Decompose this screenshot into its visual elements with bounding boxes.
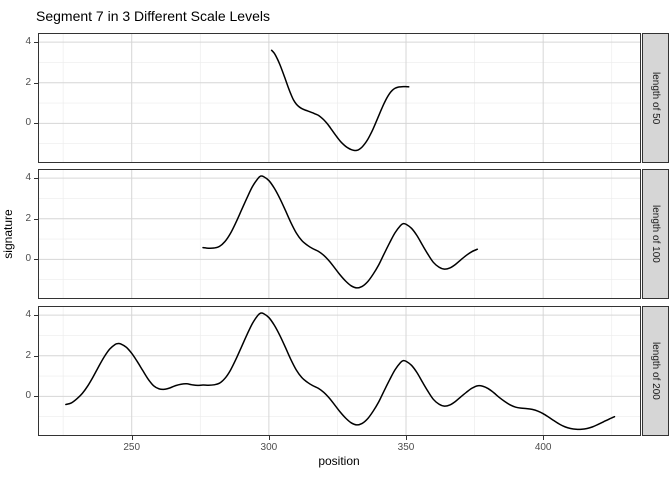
y-tick-mark: [34, 259, 38, 261]
y-tick-label: 4: [25, 172, 31, 184]
y-tick-label: 0: [25, 390, 31, 402]
x-axis-title: position: [318, 454, 360, 468]
facet-strip-length-of-100: length of 100: [642, 169, 669, 299]
x-tick-label: 400: [534, 442, 552, 453]
y-tick-mark: [34, 218, 38, 220]
y-tick-label: 4: [25, 309, 31, 321]
facet-strip-length-of-200: length of 200: [642, 306, 669, 436]
facet-strip-length-of-50: length of 50: [642, 33, 669, 163]
facet-panel-length-of-100: [38, 169, 641, 299]
facet-strip-label: length of 200: [650, 342, 661, 400]
y-tick-label: 2: [25, 76, 31, 88]
facet-strip-label: length of 50: [650, 71, 661, 125]
y-tick-mark: [34, 42, 38, 44]
y-tick-label: 0: [25, 117, 31, 129]
y-tick-label: 0: [25, 253, 31, 265]
signature-line: [65, 312, 616, 431]
y-tick-label: 2: [25, 212, 31, 224]
y-tick-mark: [34, 123, 38, 125]
facet-panel-length-of-200: [38, 306, 641, 436]
y-tick-label: 2: [25, 349, 31, 361]
x-tick-label: 300: [260, 442, 278, 453]
signature-line: [202, 175, 479, 289]
x-tick-label: 250: [123, 442, 141, 453]
y-tick-mark: [34, 178, 38, 180]
x-tick-mark: [268, 436, 270, 440]
x-tick-mark: [543, 436, 545, 440]
y-tick-mark: [34, 82, 38, 84]
facet-panel-length-of-50: [38, 33, 641, 163]
y-tick-mark: [34, 355, 38, 357]
y-tick-label: 4: [25, 36, 31, 48]
plot-title: Segment 7 in 3 Different Scale Levels: [36, 8, 270, 24]
x-tick-label: 350: [397, 442, 415, 453]
facet-strip-label: length of 100: [650, 205, 661, 263]
signature-line: [270, 49, 410, 152]
x-tick-mark: [406, 436, 408, 440]
x-tick-mark: [131, 436, 133, 440]
y-tick-mark: [34, 315, 38, 317]
y-tick-mark: [34, 396, 38, 398]
